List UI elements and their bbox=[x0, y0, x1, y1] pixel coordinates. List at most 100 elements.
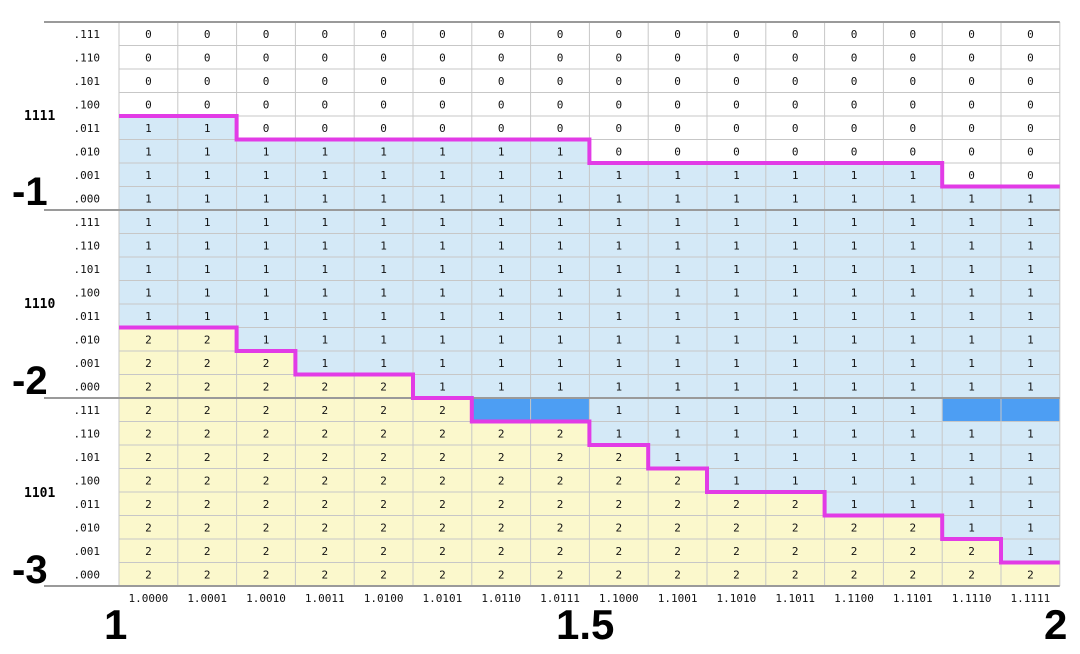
grid-cell bbox=[295, 562, 355, 586]
grid-cell bbox=[236, 139, 296, 163]
grid-cell bbox=[471, 562, 531, 586]
cell-value: 0 bbox=[674, 122, 681, 135]
cell-value: 1 bbox=[321, 169, 328, 182]
cell-value: 1 bbox=[968, 357, 975, 370]
grid-cell bbox=[589, 233, 649, 257]
cell-value: 0 bbox=[321, 75, 328, 88]
grid-cell bbox=[1001, 139, 1060, 163]
grid-cell bbox=[530, 257, 590, 281]
cell-value: 2 bbox=[851, 545, 858, 558]
cell-value: 2 bbox=[439, 498, 446, 511]
grid-cell bbox=[707, 304, 766, 328]
cell-value: 1 bbox=[615, 427, 622, 440]
cell-value: 1 bbox=[380, 263, 387, 276]
cell-value: 2 bbox=[380, 451, 387, 464]
grid-cell bbox=[413, 562, 472, 586]
cell-value: 0 bbox=[851, 145, 858, 158]
cell-value: 2 bbox=[321, 568, 328, 581]
grid-cell bbox=[942, 210, 1001, 234]
row-suffix-label: .000 bbox=[74, 380, 101, 393]
grid-cell bbox=[589, 45, 649, 69]
grid-cell bbox=[413, 186, 472, 210]
cell-value: 1 bbox=[674, 451, 681, 464]
grid-cell bbox=[648, 233, 707, 257]
cell-value: 2 bbox=[321, 521, 328, 534]
grid-cell bbox=[1001, 374, 1060, 398]
grid-cell bbox=[295, 468, 355, 492]
grid-cell bbox=[824, 398, 884, 422]
grid-cell bbox=[765, 468, 825, 492]
cell-value: 0 bbox=[1027, 169, 1034, 182]
cell-value: 2 bbox=[380, 427, 387, 440]
grid-cell bbox=[354, 280, 413, 304]
cell-value: 1 bbox=[439, 263, 446, 276]
grid-cell bbox=[177, 163, 237, 187]
grid-cell bbox=[177, 398, 237, 422]
grid-cell bbox=[1001, 186, 1060, 210]
grid-cell bbox=[589, 351, 649, 375]
grid-cell bbox=[354, 351, 413, 375]
grid-cell bbox=[589, 69, 649, 93]
cell-value: 2 bbox=[792, 568, 799, 581]
cell-value: 1 bbox=[321, 286, 328, 299]
cell-value: 0 bbox=[380, 98, 387, 111]
grid-cell bbox=[589, 374, 649, 398]
cell-value: 1 bbox=[380, 286, 387, 299]
grid-cell bbox=[707, 562, 766, 586]
grid-cell bbox=[589, 562, 649, 586]
grid-cell bbox=[177, 539, 237, 563]
grid-cell bbox=[648, 351, 707, 375]
grid-cell bbox=[648, 139, 707, 163]
grid-cell bbox=[413, 22, 472, 46]
grid-cell bbox=[354, 421, 413, 445]
cell-value: 2 bbox=[204, 333, 211, 346]
grid-cell bbox=[354, 492, 413, 516]
grid-cell bbox=[471, 257, 531, 281]
grid-cell bbox=[883, 327, 943, 351]
cell-value: 2 bbox=[733, 545, 740, 558]
cell-value: 1 bbox=[1027, 310, 1034, 323]
cell-value: 1 bbox=[674, 169, 681, 182]
cell-value: 2 bbox=[145, 545, 152, 558]
cell-value: 1 bbox=[498, 192, 505, 205]
cell-value: 0 bbox=[674, 51, 681, 64]
grid-cell bbox=[707, 468, 766, 492]
grid-cell bbox=[942, 398, 1001, 422]
row-suffix-label: .010 bbox=[74, 521, 101, 534]
cell-value: 0 bbox=[792, 145, 799, 158]
grid-cell bbox=[471, 492, 531, 516]
cell-value: 1 bbox=[439, 145, 446, 158]
grid-cell bbox=[883, 351, 943, 375]
grid-cell bbox=[530, 186, 590, 210]
grid-cell bbox=[648, 280, 707, 304]
cell-value: 1 bbox=[968, 380, 975, 393]
grid-cell bbox=[1001, 233, 1060, 257]
cell-value: 1 bbox=[968, 521, 975, 534]
cell-value: 1 bbox=[263, 216, 270, 229]
cell-value: 2 bbox=[498, 568, 505, 581]
grid-cell bbox=[765, 163, 825, 187]
grid-cell bbox=[471, 233, 531, 257]
grid-cell bbox=[883, 421, 943, 445]
grid-cell bbox=[1001, 163, 1060, 187]
grid-cell bbox=[824, 257, 884, 281]
grid-cell bbox=[471, 304, 531, 328]
cell-value: 2 bbox=[615, 545, 622, 558]
grid-cell bbox=[295, 421, 355, 445]
cell-value: 1 bbox=[792, 263, 799, 276]
cell-value: 1 bbox=[968, 239, 975, 252]
cell-value: 1 bbox=[380, 145, 387, 158]
cell-value: 1 bbox=[968, 474, 975, 487]
grid-cell bbox=[471, 421, 531, 445]
grid-cell bbox=[530, 280, 590, 304]
grid-cell bbox=[824, 492, 884, 516]
cell-value: 1 bbox=[851, 380, 858, 393]
cell-value: 1 bbox=[909, 216, 916, 229]
cell-value: 0 bbox=[145, 28, 152, 41]
cell-value: 1 bbox=[145, 286, 152, 299]
axis-label-1-5: 1.5 bbox=[556, 601, 615, 648]
grid-cell bbox=[530, 492, 590, 516]
grid-cell bbox=[648, 562, 707, 586]
cell-value: 2 bbox=[204, 521, 211, 534]
cell-value: 0 bbox=[557, 75, 564, 88]
